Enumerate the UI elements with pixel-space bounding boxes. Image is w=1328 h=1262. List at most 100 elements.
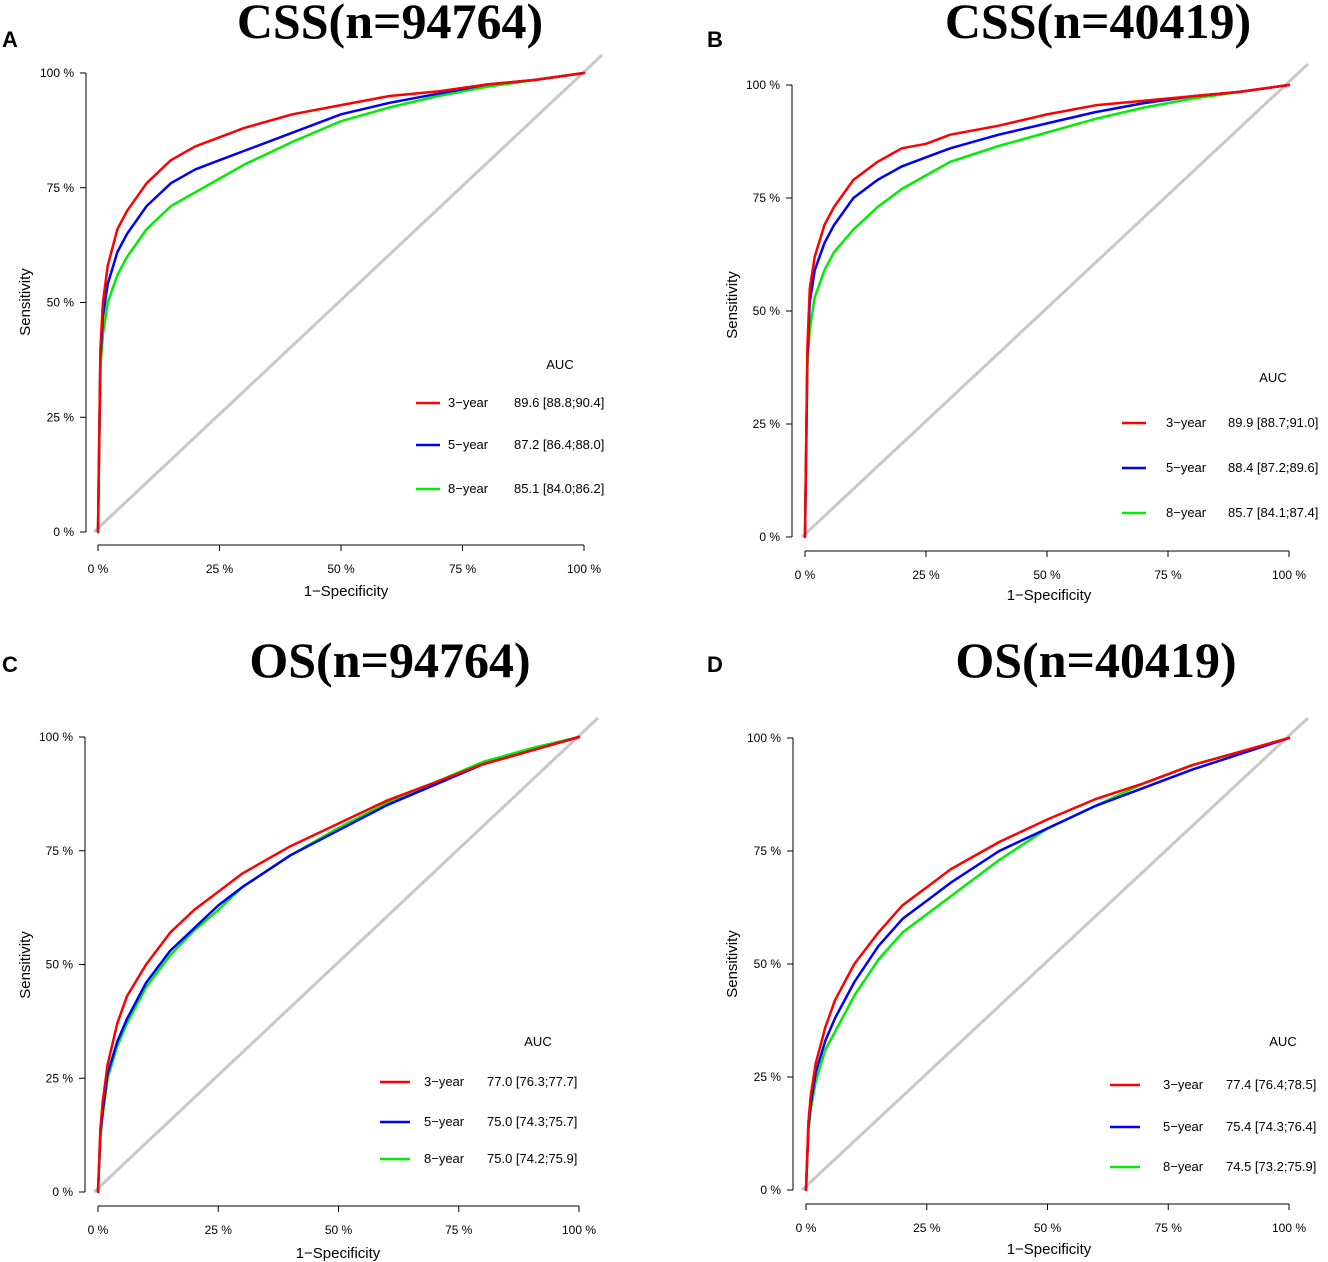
x-tick-label-a: 25 %	[206, 562, 234, 576]
y-axis-label-c: Sensitivity	[17, 931, 34, 999]
y-tick-label-c: 75 %	[46, 844, 74, 858]
roc-curve-5-year-d	[804, 736, 1291, 1192]
y-tick-label-a: 100 %	[40, 66, 74, 80]
legend-auc-8-year-c: 75.0 [74.2;75.9]	[487, 1151, 577, 1166]
legend-label-3-year-c: 3−year	[424, 1074, 465, 1089]
y-tick-label-b: 25 %	[753, 417, 781, 431]
legend-auc-3-year-d: 77.4 [76.4;78.5]	[1226, 1077, 1316, 1092]
panel-letter-b: B	[707, 27, 723, 52]
x-tick-label-c: 50 %	[325, 1223, 353, 1237]
roc-curve-8-year-b	[803, 83, 1291, 539]
x-tick-label-b: 75 %	[1154, 568, 1182, 582]
y-tick-label-b: 75 %	[753, 191, 781, 205]
panel-letter-d: D	[707, 652, 723, 677]
panel-title-d: OS(n=40419)	[955, 632, 1236, 688]
y-axis-label-a: Sensitivity	[17, 268, 34, 336]
y-tick-label-b: 50 %	[753, 304, 781, 318]
y-tick-label-a: 25 %	[47, 410, 75, 424]
x-tick-label-d: 0 %	[796, 1221, 817, 1235]
x-tick-label-c: 100 %	[562, 1223, 596, 1237]
y-tick-label-c: 100 %	[39, 730, 73, 744]
legend-label-5-year-d: 5−year	[1163, 1119, 1204, 1134]
legend-title-b: AUC	[1259, 370, 1286, 385]
x-axis-label-b: 1−Specificity	[1007, 587, 1092, 604]
reference-diagonal-d	[800, 716, 1310, 1192]
legend-auc-5-year-d: 75.4 [74.3;76.4]	[1226, 1119, 1316, 1134]
legend-auc-5-year-a: 87.2 [86.4;88.0]	[514, 437, 604, 452]
x-axis-label-d: 1−Specificity	[1007, 1241, 1092, 1258]
panel-d: D OS(n=40419) 1−Specificity Sensitivity …	[707, 632, 1316, 1258]
y-tick-label-b: 100 %	[746, 78, 780, 92]
x-tick-label-b: 50 %	[1033, 568, 1061, 582]
y-tick-label-a: 75 %	[47, 181, 75, 195]
roc-curve-3-year-b	[803, 83, 1291, 539]
legend-auc-5-year-c: 75.0 [74.3;75.7]	[487, 1114, 577, 1129]
legend-label-8-year-d: 8−year	[1163, 1159, 1204, 1174]
y-tick-label-d: 25 %	[754, 1070, 782, 1084]
x-tick-label-d: 75 %	[1155, 1221, 1183, 1235]
y-tick-label-c: 25 %	[46, 1071, 74, 1085]
reference-diagonal-c	[92, 716, 600, 1194]
legend-auc-8-year-d: 74.5 [73.2;75.9]	[1226, 1159, 1316, 1174]
roc-curve-8-year-a	[96, 71, 586, 534]
legend-title-d: AUC	[1269, 1034, 1296, 1049]
roc-curve-5-year-b	[803, 83, 1291, 539]
legend-title-a: AUC	[546, 357, 573, 372]
reference-diagonal-b	[800, 62, 1310, 539]
legend-label-8-year-b: 8−year	[1166, 505, 1207, 520]
x-tick-label-a: 0 %	[88, 562, 109, 576]
legend-auc-3-year-b: 89.9 [88.7;91.0]	[1228, 415, 1318, 430]
panel-c: C OS(n=94764) 1−Specificity Sensitivity …	[2, 632, 600, 1262]
panel-title-a: CSS(n=94764)	[237, 0, 543, 49]
panel-letter-a: A	[2, 27, 18, 52]
x-tick-label-a: 75 %	[449, 562, 477, 576]
x-tick-label-c: 75 %	[445, 1223, 473, 1237]
x-tick-label-b: 0 %	[795, 568, 816, 582]
reference-diagonal-a	[92, 53, 604, 534]
panel-b: B CSS(n=40419) 1−Specificity Sensitivity…	[707, 0, 1318, 604]
legend-title-c: AUC	[524, 1034, 551, 1049]
legend-label-3-year-d: 3−year	[1163, 1077, 1204, 1092]
y-tick-label-d: 75 %	[754, 844, 782, 858]
y-tick-label-b: 0 %	[759, 530, 780, 544]
x-tick-label-d: 50 %	[1034, 1221, 1062, 1235]
x-tick-label-d: 25 %	[913, 1221, 941, 1235]
x-tick-label-c: 0 %	[88, 1223, 109, 1237]
legend-label-8-year-a: 8−year	[448, 481, 489, 496]
y-tick-label-a: 0 %	[53, 525, 74, 539]
panel-title-c: OS(n=94764)	[249, 632, 530, 688]
x-axis-label-a: 1−Specificity	[304, 583, 389, 600]
y-axis-label-d: Sensitivity	[724, 930, 741, 998]
x-tick-label-a: 100 %	[567, 562, 601, 576]
y-axis-label-b: Sensitivity	[724, 271, 741, 339]
legend-auc-3-year-c: 77.0 [76.3;77.7]	[487, 1074, 577, 1089]
legend-auc-5-year-b: 88.4 [87.2;89.6]	[1228, 460, 1318, 475]
y-tick-label-c: 0 %	[52, 1185, 73, 1199]
panel-title-b: CSS(n=40419)	[945, 0, 1251, 49]
legend-label-3-year-b: 3−year	[1166, 415, 1207, 430]
roc-curve-3-year-d	[804, 736, 1291, 1192]
x-tick-label-b: 25 %	[912, 568, 940, 582]
x-tick-label-c: 25 %	[205, 1223, 233, 1237]
legend-label-3-year-a: 3−year	[448, 395, 489, 410]
legend-auc-8-year-a: 85.1 [84.0;86.2]	[514, 481, 604, 496]
panel-a: A CSS(n=94764) 1−Specificity Sensitivity…	[2, 0, 604, 600]
y-tick-label-a: 50 %	[47, 296, 75, 310]
legend-auc-8-year-b: 85.7 [84.1;87.4]	[1228, 505, 1318, 520]
roc-curve-5-year-a	[96, 71, 586, 534]
x-axis-label-c: 1−Specificity	[296, 1245, 381, 1262]
roc-curve-3-year-c	[96, 735, 581, 1194]
y-tick-label-c: 50 %	[46, 958, 74, 972]
panel-letter-c: C	[2, 652, 18, 677]
legend-label-5-year-a: 5−year	[448, 437, 489, 452]
legend-label-5-year-b: 5−year	[1166, 460, 1207, 475]
y-tick-label-d: 0 %	[760, 1183, 781, 1197]
y-tick-label-d: 100 %	[747, 731, 781, 745]
roc-curve-3-year-a	[96, 71, 586, 534]
x-tick-label-d: 100 %	[1272, 1221, 1306, 1235]
legend-label-5-year-c: 5−year	[424, 1114, 465, 1129]
legend-auc-3-year-a: 89.6 [88.8;90.4]	[514, 395, 604, 410]
y-tick-label-d: 50 %	[754, 957, 782, 971]
roc-curve-8-year-d	[804, 736, 1291, 1192]
